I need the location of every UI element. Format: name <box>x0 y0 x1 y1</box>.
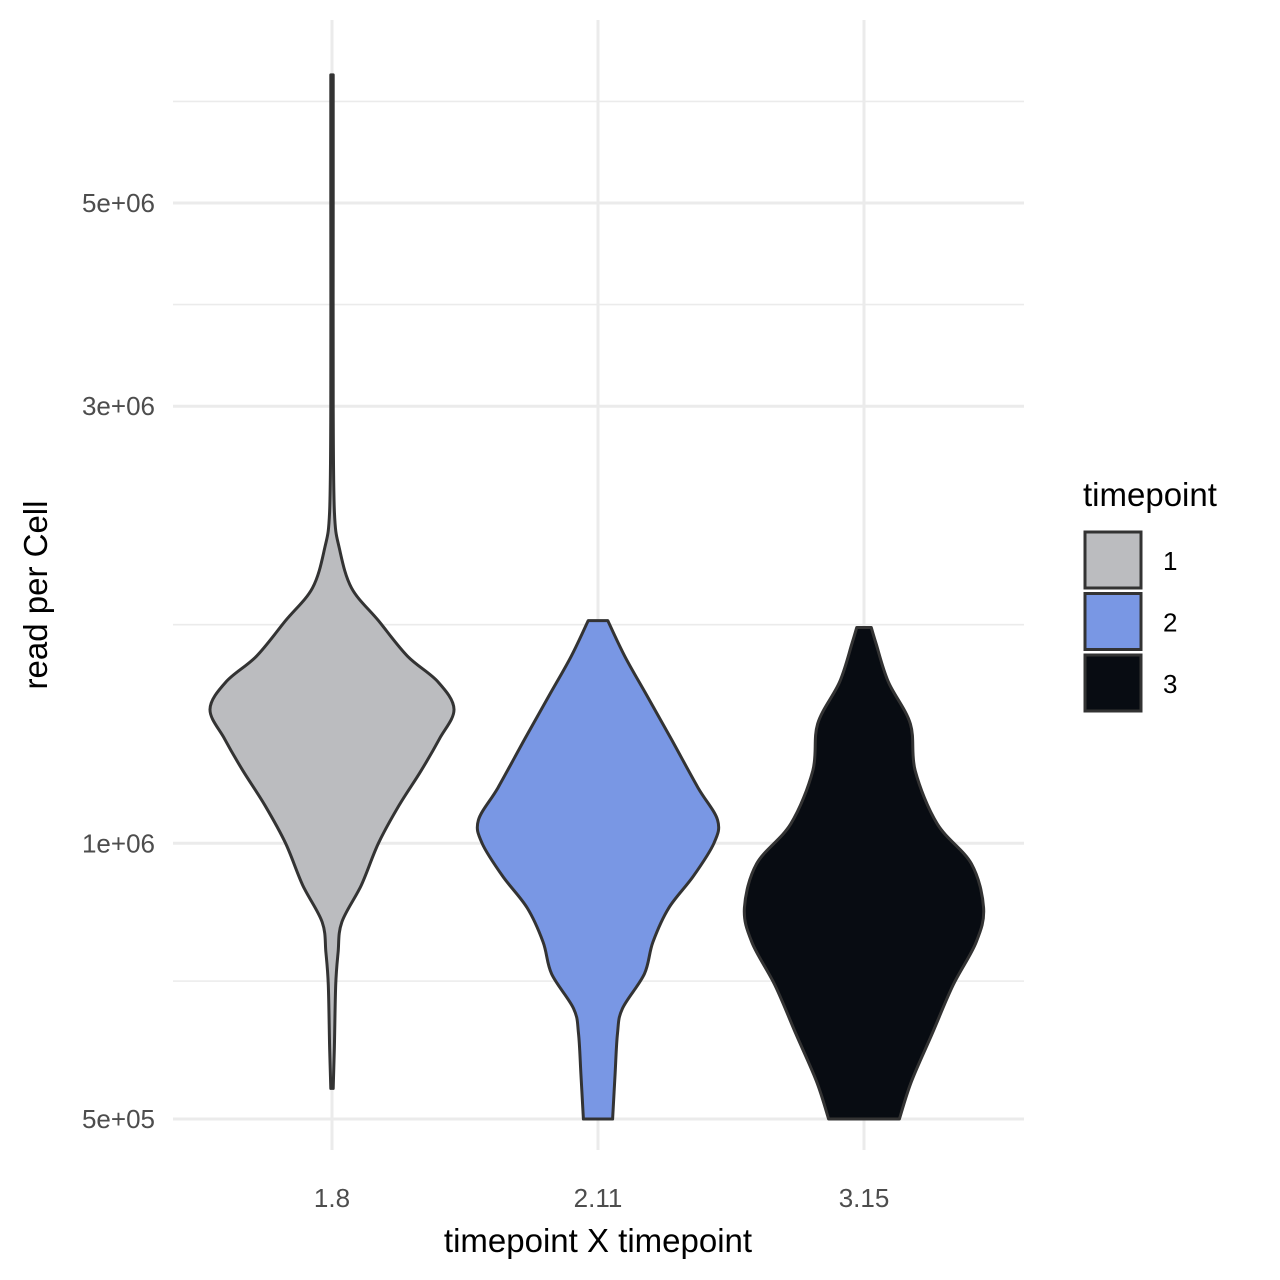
y-tick-label-2: 3e+06 <box>82 391 155 421</box>
legend-label-3: 3 <box>1163 669 1177 699</box>
legend-keys: 1 2 3 <box>1083 530 1177 713</box>
legend-key-3 <box>1083 653 1143 713</box>
violins <box>208 73 986 1121</box>
y-tick-label-1: 1e+06 <box>82 828 155 858</box>
violin-3 <box>742 626 986 1121</box>
x-axis-title: timepoint X timepoint <box>444 1222 752 1259</box>
legend-key-1 <box>1083 530 1143 590</box>
legend-title: timepoint <box>1083 476 1217 513</box>
legend-key-2 <box>1083 592 1143 651</box>
legend-label-2: 2 <box>1163 608 1177 638</box>
x-tick-label-1: 2.11 <box>574 1183 623 1213</box>
y-tick-labels: 5e+05 1e+06 3e+06 5e+06 <box>82 188 155 1134</box>
legend: timepoint 1 2 3 <box>1083 476 1217 713</box>
violin-2 <box>475 619 721 1121</box>
x-tick-labels: 1.8 2.11 3.15 <box>314 1183 889 1213</box>
y-tick-label-3: 5e+06 <box>82 188 155 218</box>
legend-label-1: 1 <box>1163 546 1177 576</box>
x-tick-label-0: 1.8 <box>314 1183 350 1213</box>
y-tick-label-0: 5e+05 <box>82 1104 155 1134</box>
x-tick-label-2: 3.15 <box>839 1183 890 1213</box>
y-axis-title: read per Cell <box>17 501 54 690</box>
violin-1 <box>208 73 456 1090</box>
